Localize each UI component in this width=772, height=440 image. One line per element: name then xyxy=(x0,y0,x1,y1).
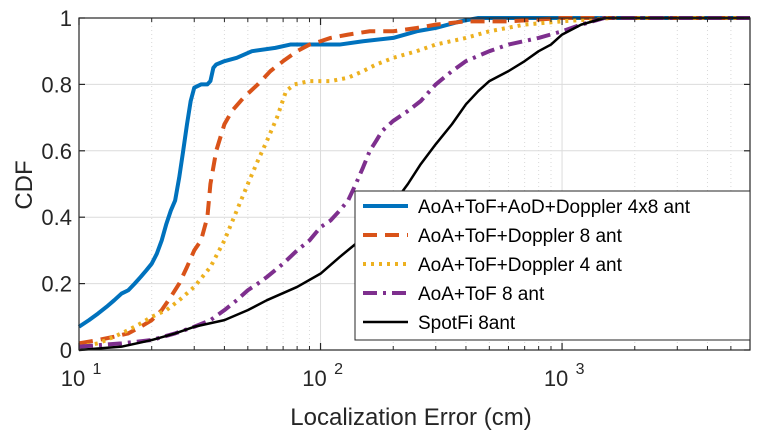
legend-label-4: AoA+ToF 8 ant xyxy=(418,284,545,305)
legend: AoA+ToF+AoD+Doppler 4x8 ant AoA+ToF+Doppl… xyxy=(354,190,751,341)
y-tick-label: 0.2 xyxy=(41,272,72,297)
y-tick-label: 1 xyxy=(60,6,72,31)
x-tick-exponent: 2 xyxy=(334,361,343,378)
x-tick-label: 10 xyxy=(302,366,326,391)
series-line-4 xyxy=(78,16,750,349)
y-tick-label: 0.6 xyxy=(41,139,72,164)
x-tick-exponent: 1 xyxy=(93,361,102,378)
legend-label-1: AoA+ToF+AoD+Doppler 4x8 ant xyxy=(418,197,691,218)
series-line-1 xyxy=(77,16,750,329)
y-axis-label: CDF xyxy=(11,160,38,209)
y-tick-label: 0.8 xyxy=(41,72,72,97)
y-tick-label: 0.4 xyxy=(41,205,72,230)
x-tick-label: 10 xyxy=(61,366,85,391)
x-axis-label: Localization Error (cm) xyxy=(290,404,531,431)
legend-label-2: AoA+ToF+Doppler 8 ant xyxy=(418,226,623,247)
legend-label-5: SpotFi 8ant xyxy=(418,313,516,334)
series-line-2 xyxy=(78,16,750,346)
axis-ticks: 0 0.2 0.4 0.6 0.8 1 10 1 10 2 10 3 xyxy=(41,6,751,391)
x-tick-label: 10 xyxy=(544,366,568,391)
legend-label-3: AoA+ToF+Doppler 4 ant xyxy=(418,255,623,276)
plot-frame xyxy=(78,17,751,351)
legend-box xyxy=(354,190,751,341)
y-tick-label: 0 xyxy=(60,338,72,363)
series-lines xyxy=(77,16,750,352)
x-tick-exponent: 3 xyxy=(576,361,585,378)
series-line-3 xyxy=(78,16,750,349)
